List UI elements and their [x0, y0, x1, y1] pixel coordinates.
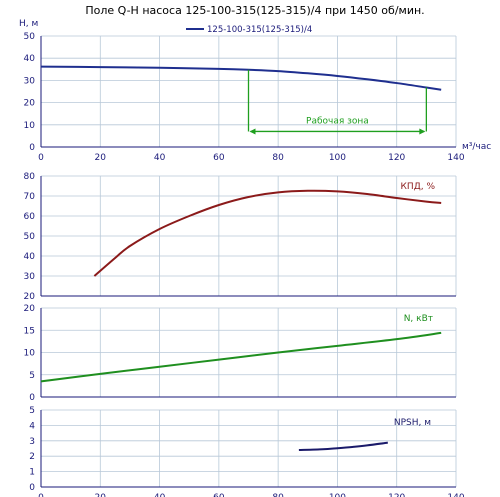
- x-tick-label: 20: [95, 153, 107, 163]
- y-tick-label: 15: [24, 326, 35, 336]
- x-tick-label: 140: [447, 493, 464, 497]
- y-tick-label: 3: [29, 437, 35, 447]
- y-tick-label: 1: [29, 468, 35, 478]
- series-line-2: [93, 189, 442, 277]
- chart-panel-2: 20 30 40 50 60 70 80 КПД, %: [24, 172, 457, 302]
- y-tick-label: 0: [29, 483, 35, 493]
- y-tick-label: 40: [24, 252, 36, 262]
- working-zone-label: Рабочая зона: [306, 116, 369, 126]
- x-tick-label: 20: [95, 493, 107, 497]
- y-tick-label: 4: [29, 421, 35, 431]
- x-tick-label: 140: [447, 153, 464, 163]
- x-tick-label: 120: [388, 153, 405, 163]
- x-tick-label: 100: [329, 153, 346, 163]
- series-line-1: [40, 65, 442, 91]
- y-tick-label: 10: [24, 121, 36, 131]
- x-tick-label: 100: [329, 493, 346, 497]
- series-label: N, кВт: [404, 314, 433, 324]
- y-tick-label: 30: [24, 76, 36, 86]
- x-tick-label: 40: [154, 493, 166, 497]
- x-axis-title: м³/час: [462, 142, 491, 152]
- series-label: NPSH, м: [394, 418, 431, 428]
- x-tick-label: 80: [272, 153, 284, 163]
- y-tick-label: 50: [24, 232, 36, 242]
- chart-panel-1: 0 10 20 30 40 50 0 20 40 60 80 100 120 140 Н, м м³/час 1…: [19, 19, 491, 163]
- x-tick-label: 0: [38, 493, 44, 497]
- y-axis-title: Н, м: [19, 19, 38, 29]
- arrow-left-icon: [249, 128, 256, 135]
- y-tick-label: 5: [29, 371, 35, 381]
- y-tick-label: 60: [24, 212, 36, 222]
- y-tick-label: 2: [29, 452, 35, 462]
- x-tick-label: 80: [272, 493, 284, 497]
- series-label: КПД, %: [401, 182, 436, 192]
- y-tick-label: 40: [24, 54, 36, 64]
- x-tick-label: 60: [213, 493, 225, 497]
- chart-panel-3: 0 5 10 15 20 N, кВт: [24, 304, 457, 403]
- y-tick-label: 5: [29, 406, 35, 416]
- x-tick-label: 40: [154, 153, 166, 163]
- y-tick-label: 30: [24, 272, 36, 282]
- legend-label: 125-100-315(125-315)/4: [207, 25, 312, 35]
- x-tick-label: 120: [388, 493, 405, 497]
- y-tick-label: 20: [24, 99, 36, 109]
- y-tick-label: 0: [29, 393, 35, 403]
- y-tick-label: 80: [24, 172, 36, 182]
- y-tick-label: 20: [24, 292, 36, 302]
- chart-title: Поле Q-H насоса 125-100-315(125-315)/4 п…: [85, 4, 424, 17]
- y-tick-label: 10: [24, 349, 36, 359]
- chart-panel-4: 0 1 2 3 4 5 0 20 40 60 80 100 120 140 NPSH, м: [29, 406, 465, 497]
- series-line-3: [40, 331, 442, 383]
- y-tick-label: 20: [24, 304, 36, 314]
- series-line-4: [298, 441, 388, 452]
- arrow-right-icon: [419, 128, 426, 135]
- x-tick-label: 60: [213, 153, 225, 163]
- x-tick-label: 0: [38, 153, 44, 163]
- y-tick-label: 50: [24, 32, 36, 42]
- y-tick-label: 70: [24, 192, 36, 202]
- y-tick-label: 0: [29, 143, 35, 153]
